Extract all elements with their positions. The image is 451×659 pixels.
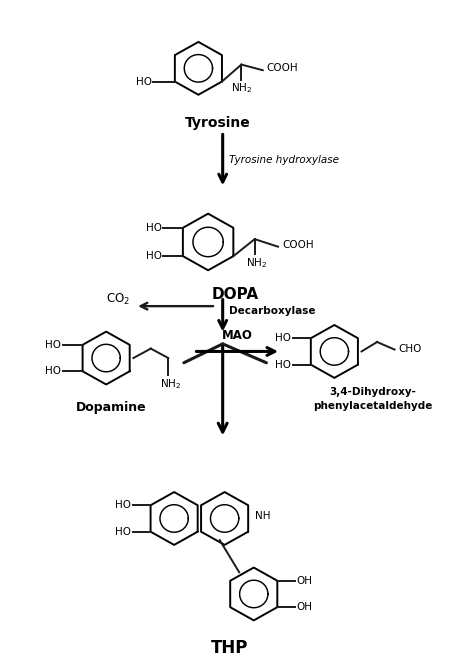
Text: NH: NH [255, 511, 271, 521]
Text: COOH: COOH [267, 63, 298, 73]
Text: HO: HO [146, 251, 161, 261]
Text: HO: HO [136, 76, 152, 86]
Text: 3,4-Dihydroxy-
phenylacetaldehyde: 3,4-Dihydroxy- phenylacetaldehyde [313, 387, 433, 411]
Text: HO: HO [146, 223, 161, 233]
Text: NH$_2$: NH$_2$ [246, 256, 267, 270]
Text: CHO: CHO [399, 343, 422, 354]
Text: Dopamine: Dopamine [76, 401, 146, 415]
Text: Tyrosine: Tyrosine [185, 115, 251, 130]
Text: OH: OH [297, 576, 313, 586]
Text: MAO: MAO [222, 329, 253, 342]
Text: DOPA: DOPA [212, 287, 259, 302]
Text: HO: HO [276, 360, 291, 370]
Text: HO: HO [115, 527, 131, 536]
Text: NH$_2$: NH$_2$ [231, 82, 252, 96]
Text: NH$_2$: NH$_2$ [160, 377, 181, 391]
Text: HO: HO [276, 333, 291, 343]
Text: COOH: COOH [282, 240, 313, 250]
Text: HO: HO [115, 500, 131, 510]
Text: HO: HO [45, 340, 61, 350]
Text: CO$_2$: CO$_2$ [106, 292, 130, 307]
Text: OH: OH [297, 602, 313, 612]
Text: THP: THP [211, 639, 248, 657]
Text: Tyrosine hydroxylase: Tyrosine hydroxylase [230, 155, 340, 165]
Text: Decarboxylase: Decarboxylase [230, 306, 316, 316]
Text: HO: HO [45, 366, 61, 376]
